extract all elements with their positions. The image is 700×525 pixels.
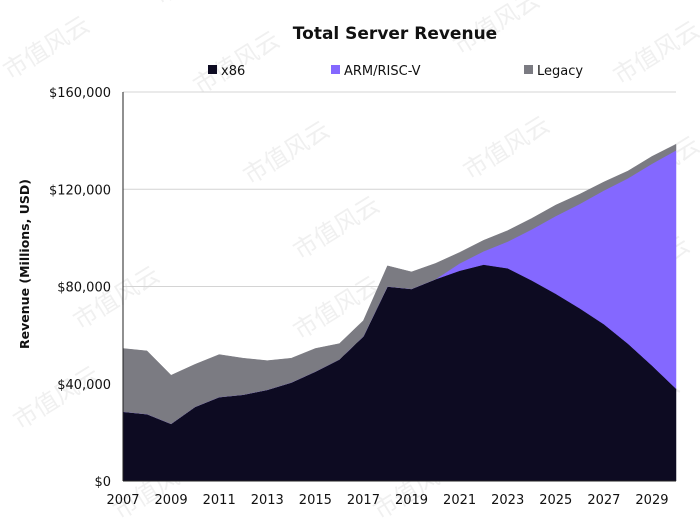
legend-swatch-arm-risc-v: [331, 65, 340, 74]
x-tick-label: 2011: [203, 493, 236, 508]
watermark-text: 市值风云: [148, 0, 244, 10]
watermark-text: 市值风云: [288, 190, 384, 265]
watermark-text: 市值风云: [238, 115, 334, 190]
x-tick-label: 2015: [299, 493, 332, 508]
y-tick-label: $0: [94, 475, 111, 490]
x-tick-label: 2021: [443, 493, 476, 508]
x-tick-label: 2009: [155, 493, 188, 508]
y-axis-ticks: $0 $40,000 $80,000 $120,000 $160,000: [49, 86, 111, 490]
legend-swatch-legacy: [524, 65, 533, 74]
watermark-text: 市值风云: [458, 110, 554, 185]
watermark-text: 市值风云: [608, 15, 700, 90]
chart-title: Total Server Revenue: [293, 24, 497, 44]
y-tick-label: $40,000: [57, 378, 111, 393]
x-axis-ticks: 2007 2009 2011 2013 2015 2017 2019 2021 2023 2025…: [106, 493, 668, 508]
x-tick-label: 2019: [395, 493, 428, 508]
x-tick-label: 2013: [251, 493, 284, 508]
x-tick-label: 2023: [491, 493, 524, 508]
area-legacy: [122, 143, 677, 425]
legend-label-x86: x86: [221, 64, 245, 79]
y-tick-label: $160,000: [49, 86, 111, 101]
x-tick-label: 2007: [106, 493, 139, 508]
legend-swatch-x86: [208, 65, 217, 74]
axes: [122, 92, 676, 482]
y-tick-label: $80,000: [57, 281, 111, 296]
y-tick-label: $120,000: [49, 183, 111, 198]
watermark-text: 市值风云: [188, 25, 284, 100]
x-tick-label: 2025: [539, 493, 572, 508]
legend-label-legacy: Legacy: [537, 64, 583, 79]
watermark-text: 市值风云: [68, 260, 164, 335]
watermark-text: 市值风云: [0, 10, 95, 85]
x-tick-label: 2027: [587, 493, 620, 508]
x-tick-label: 2017: [347, 493, 380, 508]
y-axis-label: Revenue (Millions, USD): [17, 179, 32, 349]
watermark-text: 市值风云: [8, 360, 104, 435]
plot-areas: [122, 143, 677, 482]
legend: x86 ARM/RISC-V Legacy: [208, 64, 583, 79]
x-tick-label: 2029: [635, 493, 668, 508]
legend-label-arm-risc-v: ARM/RISC-V: [344, 64, 421, 79]
